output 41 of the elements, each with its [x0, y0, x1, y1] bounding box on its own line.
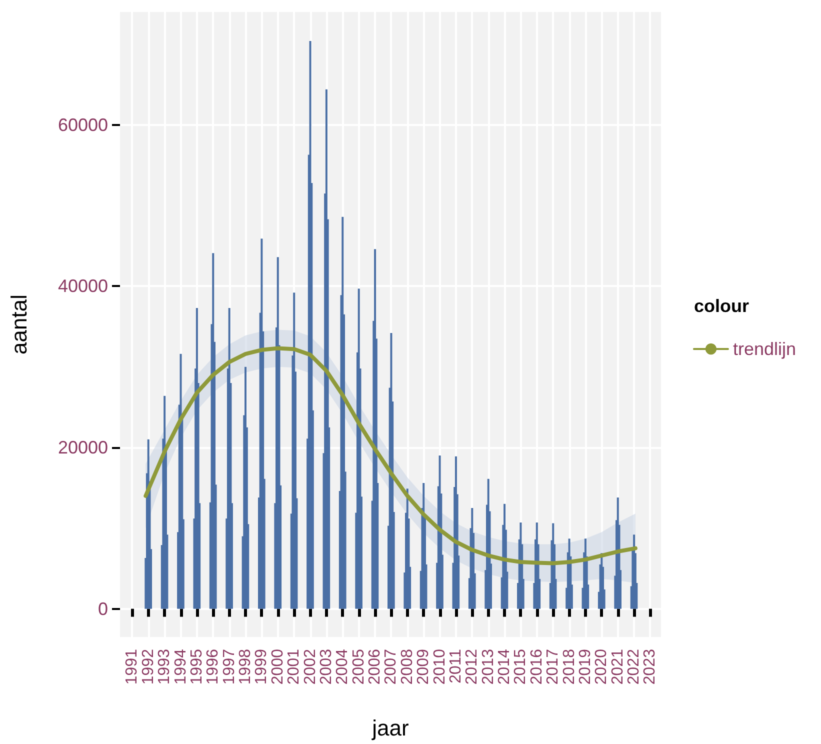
x-axis-title: jaar	[371, 716, 409, 740]
x-tick-label: 2003	[318, 648, 335, 685]
y-axis-title: aantal	[6, 294, 32, 354]
y-tick-label: 0	[98, 598, 108, 619]
x-tick-label: 2001	[286, 648, 303, 685]
x-tick-label: 1991	[124, 648, 141, 685]
x-tick-label: 2006	[366, 648, 384, 685]
x-tick-label: 2017	[544, 648, 562, 685]
x-tick-label: 1995	[188, 648, 206, 685]
x-tick-label: 2010	[431, 648, 448, 685]
y-tick-label: 60000	[58, 114, 108, 135]
x-tick-label: 2007	[382, 648, 400, 685]
x-tick-label: 1998	[237, 648, 254, 685]
y-tick-label: 40000	[58, 276, 108, 296]
x-tick-label: 2016	[528, 648, 546, 685]
x-tick-label: 2004	[334, 648, 352, 685]
x-tick-label: 2018	[560, 648, 578, 685]
y-tick-label: 20000	[58, 437, 108, 458]
x-tick-label: 1993	[156, 648, 174, 685]
x-tick-label: 1999	[253, 648, 270, 685]
x-tick-label: 2000	[269, 648, 286, 685]
x-tick-label: 2022	[626, 648, 643, 685]
x-tick-label: 2011	[447, 648, 464, 684]
x-tick-label: 2014	[496, 648, 514, 685]
legend-label: trendlijn	[732, 339, 796, 359]
x-tick-label: 2019	[576, 648, 594, 685]
x-tick-label: 1994	[172, 648, 190, 685]
x-tick-label: 2020	[593, 648, 610, 685]
x-tick-label: 2012	[464, 648, 481, 685]
x-tick-label: 2008	[398, 648, 416, 685]
x-tick-label: 1996	[204, 648, 222, 685]
x-tick-label: 1997	[220, 648, 238, 685]
x-tick-label: 2005	[350, 648, 368, 685]
x-tick-label: 2002	[302, 648, 319, 685]
x-tick-label: 2009	[415, 648, 432, 685]
legend-title: colour	[694, 296, 750, 316]
x-tick-label: 2021	[609, 648, 626, 685]
x-tick-label: 2013	[480, 648, 497, 685]
x-tick-label: 2015	[512, 648, 530, 685]
x-tick-label: 2023	[642, 648, 659, 685]
x-tick-label: 1992	[140, 648, 157, 685]
